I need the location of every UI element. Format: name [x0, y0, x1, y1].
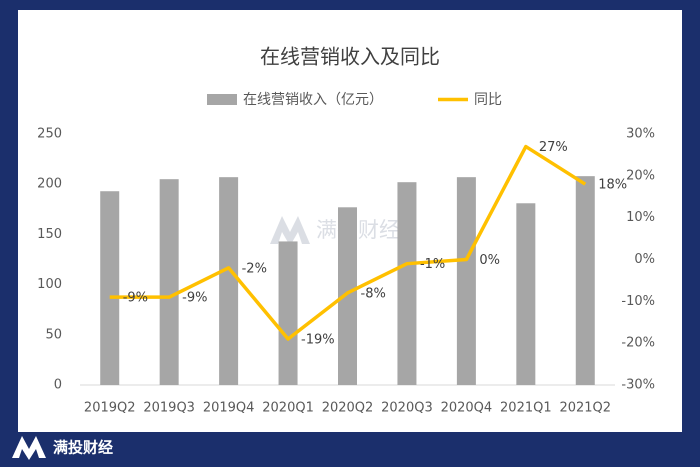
y-tick-label: 250	[37, 127, 62, 142]
data-label: 27%	[539, 140, 568, 155]
x-tick-label: 2021Q1	[500, 401, 552, 416]
chart-title: 在线营销收入及同比	[260, 45, 440, 69]
bar	[100, 191, 120, 385]
y2-tick-label: 10%	[626, 210, 655, 225]
y2-tick-label: -10%	[621, 294, 655, 309]
y2-tick-label: -30%	[621, 378, 655, 393]
watermark: 满投财经	[270, 216, 400, 246]
legend-swatch	[207, 94, 237, 105]
bar	[397, 182, 417, 385]
y2-tick-label: 20%	[626, 168, 655, 183]
x-tick-label: 2021Q2	[559, 401, 611, 416]
bar	[219, 177, 239, 385]
data-label: -19%	[301, 332, 335, 347]
x-tick-label: 2020Q1	[262, 401, 314, 416]
footer-text: 满投财经	[53, 439, 113, 457]
bar	[278, 241, 298, 385]
data-label: -1%	[420, 257, 445, 272]
y-tick-label: 100	[37, 277, 62, 292]
x-tick-label: 2019Q2	[84, 401, 136, 416]
data-label: -9%	[182, 291, 207, 306]
data-label: 18%	[598, 178, 627, 193]
y2-tick-label: -20%	[621, 336, 655, 351]
y2-tick-label: 0%	[634, 252, 655, 267]
line	[109, 144, 587, 341]
data-label: -8%	[361, 286, 386, 301]
x-tick-label: 2019Q4	[203, 401, 255, 416]
x-tick-label: 2020Q3	[381, 401, 433, 416]
y-tick-label: 150	[37, 227, 62, 242]
watermark-logo	[270, 216, 310, 246]
data-label: 0%	[479, 253, 500, 268]
y2-tick-label: 30%	[626, 127, 655, 142]
bar	[338, 207, 357, 385]
footer-logo	[12, 436, 46, 460]
y-tick-label: 200	[37, 177, 62, 192]
bar	[516, 203, 536, 385]
data-label: -9%	[123, 291, 148, 306]
x-tick-label: 2020Q4	[441, 401, 493, 416]
watermark-text: 满投财经	[316, 218, 400, 242]
y-tick-label: 50	[45, 327, 62, 342]
legend-label: 同比	[474, 92, 502, 108]
x-tick-label: 2019Q3	[143, 401, 195, 416]
data-label: -2%	[242, 261, 267, 276]
x-tick-label: 2020Q2	[322, 401, 374, 416]
footer: 满投财经	[12, 436, 113, 460]
bar	[575, 176, 595, 385]
bar	[456, 177, 476, 385]
bar	[159, 179, 179, 385]
y-tick-label: 0	[54, 378, 62, 393]
legend-label: 在线营销收入（亿元）	[243, 92, 383, 108]
